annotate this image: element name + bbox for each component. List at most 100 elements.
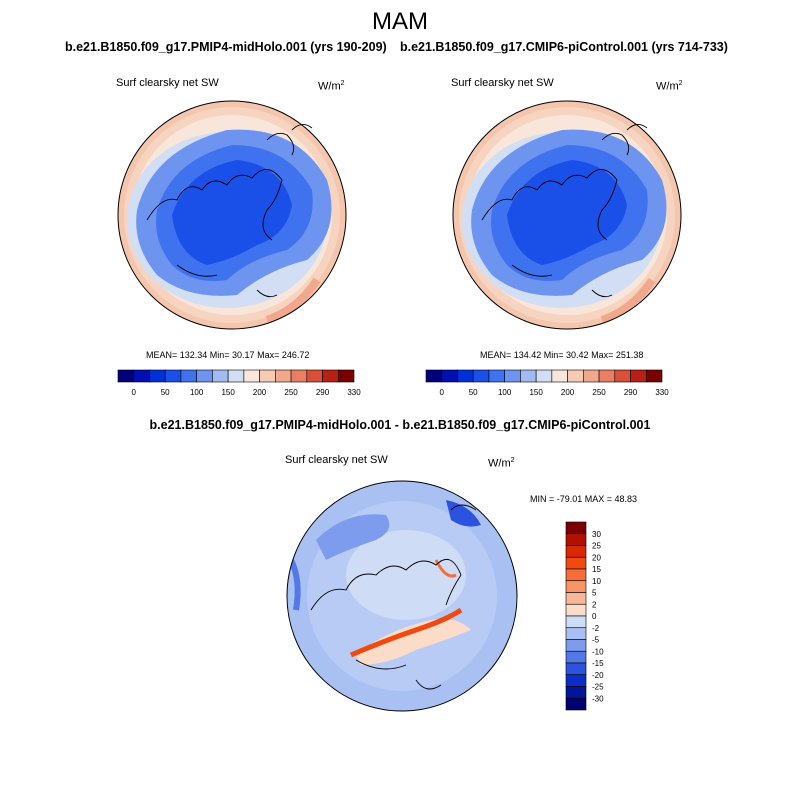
diff-colorbar-tick-label: 0: [592, 612, 597, 621]
right-colorbar-swatch: [488, 369, 505, 383]
diff-colorbar-tick-label: -5: [592, 636, 600, 645]
diff-colorbar-swatch: [565, 533, 587, 546]
diff-strong-positive-band: [350, 607, 463, 658]
left-colorbar-swatch: [306, 369, 323, 383]
diff-central-ocean: [346, 530, 466, 620]
left-colorbar-swatch: [275, 369, 292, 383]
diff-colorbar-tick-label: -25: [592, 683, 604, 692]
left-colorbar: 0 50 100 150 200 250 290 330: [117, 369, 361, 397]
right-variable-label: Surf clearsky net SW: [451, 77, 554, 89]
diff-colorbar-swatch: [565, 662, 587, 676]
left-colorbar-swatch: [259, 369, 276, 383]
diff-colorbar-tick-label: 2: [592, 600, 597, 609]
right-warm-band: [600, 277, 656, 324]
diff-colorbar-swatch: [565, 580, 587, 593]
left-colorbar-tick-label: 150: [221, 388, 235, 397]
diff-colorbar-swatch: [565, 674, 587, 687]
right-colorbar-swatch: [630, 369, 647, 383]
right-colorbar-swatch: [598, 369, 616, 383]
diff-variable-label: Surf clearsky net SW: [285, 454, 388, 466]
diff-colorbar-swatch: [565, 697, 587, 711]
left-colorbar-tick-label: 0: [132, 388, 137, 397]
diff-colorbar-swatch: [565, 592, 587, 605]
diff-colorbar-tick-label: -15: [592, 659, 604, 668]
right-colorbar-swatch: [645, 369, 663, 383]
diff-colorbar-tick-label: 30: [592, 530, 601, 539]
diff-colorbar-swatch: [565, 545, 587, 558]
right-colorbar-swatch: [520, 369, 537, 383]
diff-colorbar-swatch: [565, 556, 587, 570]
left-colorbar-swatch: [196, 369, 213, 383]
right-colorbar-tick-label: 200: [561, 388, 575, 397]
right-colorbar-swatch: [551, 369, 568, 383]
left-colorbar-tick-label: 100: [190, 388, 204, 397]
diff-positive-land: [356, 618, 471, 665]
left-map-border: [117, 100, 347, 330]
right-stats: MEAN= 134.42 Min= 30.42 Max= 251.38: [480, 350, 644, 360]
difference-title: b.e21.B1850.f09_g17.PMIP4-midHolo.001 - …: [149, 418, 651, 432]
diff-colorbar-tick-label: 25: [592, 542, 601, 551]
right-deep-blue-zone: [507, 160, 627, 265]
left-variable-label: Surf clearsky net SW: [116, 77, 219, 89]
diff-colorbar-tick-label: 20: [592, 553, 601, 562]
left-colorbar-tick-label: 250: [284, 388, 298, 397]
right-colorbar-swatch: [535, 369, 553, 383]
left-colorbar-swatch: [117, 369, 135, 383]
left-deep-blue-zone: [172, 160, 292, 265]
right-colorbar: 0 50 100 150 200 250 290 330: [425, 369, 669, 397]
diff-colorbar-tick-label: -30: [592, 694, 604, 703]
diff-colorbar-swatch: [565, 615, 587, 629]
diff-colorbar-swatch: [565, 639, 587, 652]
diff-units-label: W/m2: [488, 457, 515, 470]
diff-negative-edge: [288, 558, 301, 611]
right-units-label: W/m2: [656, 80, 683, 93]
right-colorbar-tick-label: 330: [655, 388, 669, 397]
left-colorbar-tick-label: 330: [347, 388, 361, 397]
left-colorbar-tick-label: 290: [316, 388, 330, 397]
left-colorbar-swatch: [243, 369, 260, 383]
difference-polar-map: [286, 480, 518, 712]
season-title: MAM: [372, 8, 428, 35]
right-colorbar-swatch: [441, 369, 458, 383]
left-colorbar-swatch: [227, 369, 245, 383]
left-colorbar-swatch: [180, 369, 197, 383]
right-colorbar-swatch: [457, 369, 474, 383]
left-colorbar-tick-label: 50: [161, 388, 170, 397]
left-panel-subtitle: b.e21.B1850.f09_g17.PMIP4-midHolo.001 (y…: [65, 40, 387, 54]
left-colorbar-swatch: [133, 369, 150, 383]
diff-colorbar-swatch: [565, 686, 587, 699]
left-colorbar-swatch: [212, 369, 229, 383]
diff-colorbar-swatch: [565, 568, 587, 582]
diff-colorbar-tick-label: 15: [592, 565, 601, 574]
right-coastlines: [481, 124, 648, 298]
right-polar-map: [452, 100, 682, 330]
diff-colorbar-tick-label: 5: [592, 589, 597, 598]
diff-colorbar-swatch: [565, 627, 587, 640]
diff-map-border: [286, 480, 518, 712]
diff-colorbar-tick-label: -2: [592, 624, 600, 633]
diff-colorbar-swatch: [565, 603, 587, 617]
diff-colorbar-tick-label: -20: [592, 671, 604, 680]
right-panel-subtitle: b.e21.B1850.f09_g17.CMIP6-piControl.001 …: [400, 40, 728, 54]
left-colorbar-swatch: [337, 369, 355, 383]
left-units-label: W/m2: [318, 80, 345, 93]
diff-colorbar-tick-label: -10: [592, 647, 604, 656]
right-colorbar-swatch: [472, 369, 490, 383]
diff-colorbar-swatch: [565, 650, 587, 664]
left-stats: MEAN= 132.34 Min= 30.17 Max= 246.72: [146, 350, 310, 360]
right-colorbar-swatch: [504, 369, 521, 383]
diff-colorbar-tick-label: 10: [592, 577, 601, 586]
right-colorbar-tick-label: 150: [529, 388, 543, 397]
left-colorbar-swatch: [322, 369, 339, 383]
right-colorbar-tick-label: 100: [498, 388, 512, 397]
left-colorbar-tick-label: 200: [253, 388, 267, 397]
right-colorbar-swatch: [425, 369, 443, 383]
right-colorbar-swatch: [583, 369, 600, 383]
left-polar-map: [117, 100, 347, 330]
right-colorbar-swatch: [614, 369, 631, 383]
right-colorbar-tick-label: 250: [592, 388, 606, 397]
diff-negative-area-1: [316, 514, 390, 560]
left-colorbar-swatch: [290, 369, 308, 383]
left-coastlines: [146, 124, 313, 298]
